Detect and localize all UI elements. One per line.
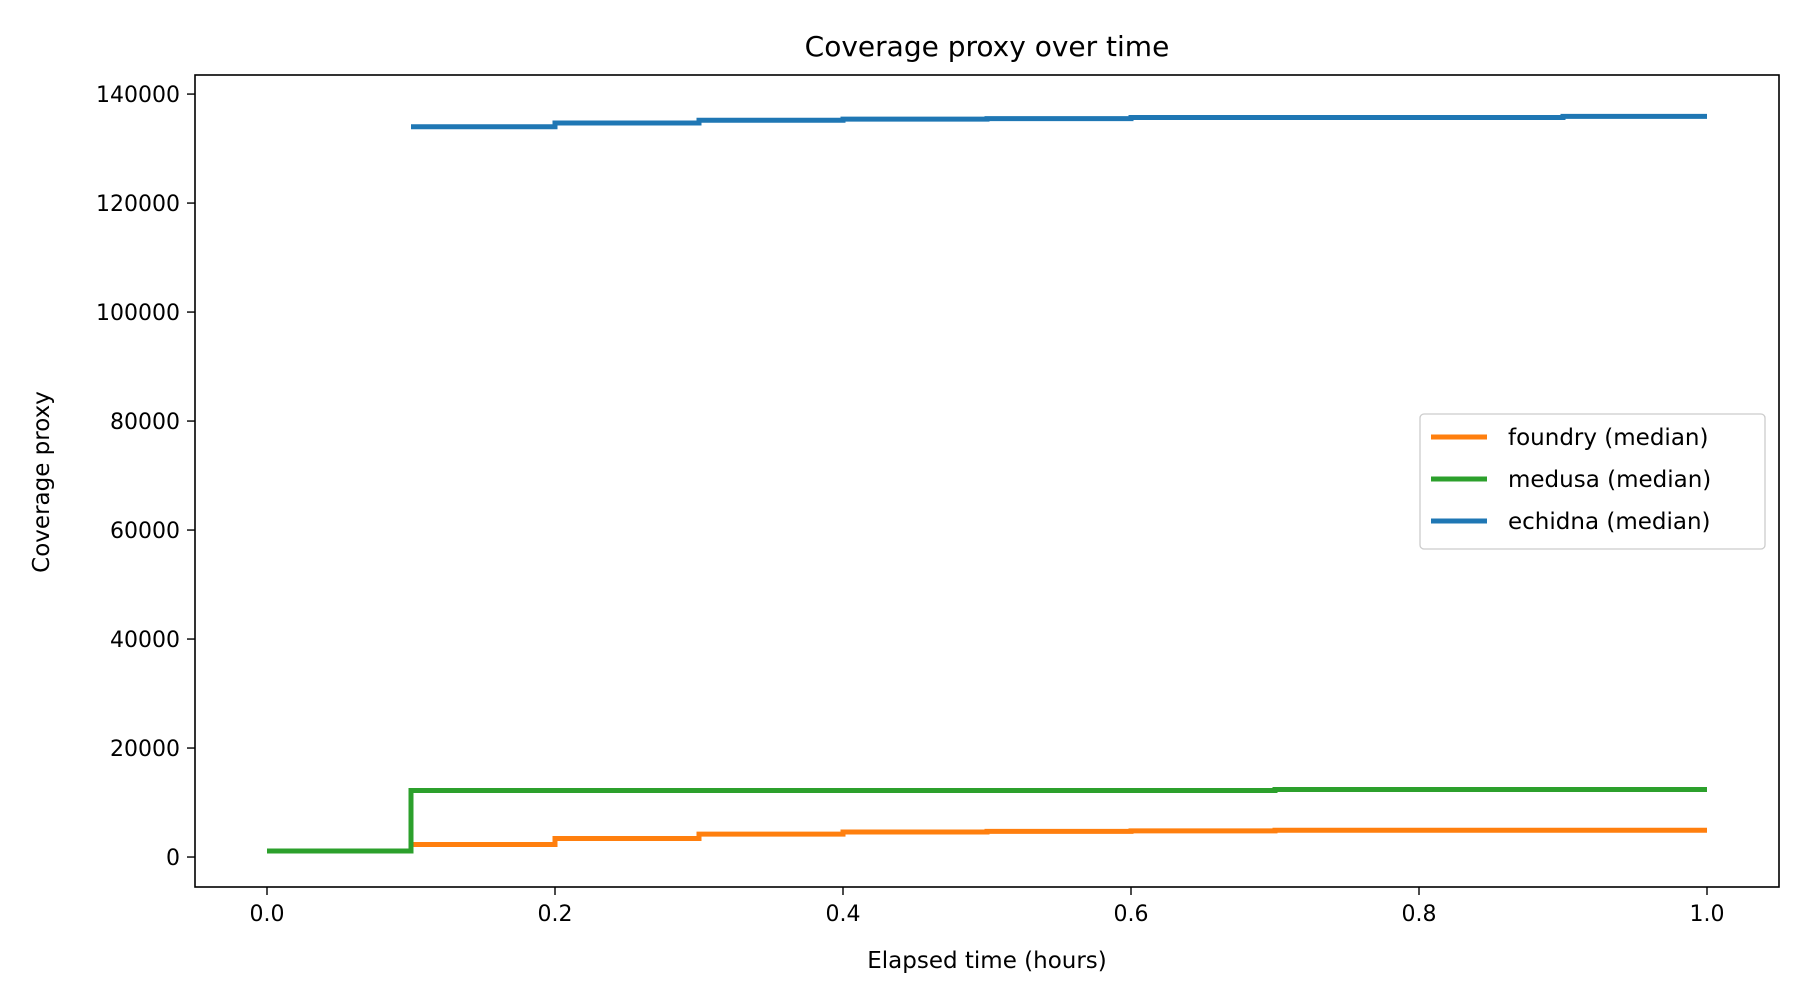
series-1-point-9 (1561, 787, 1566, 792)
legend-label-1: medusa (median) (1508, 467, 1711, 493)
y-tick-label-1: 20000 (110, 737, 180, 762)
x-tick-label-0: 0.0 (250, 902, 285, 927)
x-axis: 0.0 0.2 0.4 0.6 0.8 1.0 (250, 887, 1725, 927)
series-0-point-2 (553, 836, 558, 841)
x-axis-label: Elapsed time (hours) (867, 948, 1107, 974)
legend-box (1419, 413, 1766, 550)
plot-lines (265, 113, 1710, 854)
series-0-point-8 (1417, 828, 1422, 833)
plot-area-frame (194, 74, 1780, 888)
y-tick-label-2: 40000 (110, 628, 180, 653)
y-tick-label-5: 100000 (96, 301, 180, 326)
series-1-point-2 (553, 788, 558, 793)
series-1-point-10 (1705, 787, 1710, 792)
y-axis-label: Coverage proxy (29, 391, 55, 573)
x-tick-label-2: 0.4 (826, 902, 861, 927)
series-1-point-6 (1129, 788, 1134, 793)
legend: foundry (median) medusa (median) echidna (… (1419, 413, 1766, 550)
series-2-point-7 (1417, 115, 1422, 120)
y-tick-label-0: 0 (166, 846, 180, 871)
x-tick-label-4: 0.8 (1402, 902, 1437, 927)
series-1-point-0 (265, 849, 270, 854)
series-0-point-3 (697, 832, 702, 837)
series-2-point-9 (1705, 114, 1710, 119)
series-1-point-7 (1273, 787, 1278, 792)
series-1-point-1 (409, 788, 414, 793)
series-2-point-1 (553, 121, 558, 126)
series-line-0 (267, 827, 1707, 854)
series-0-point-7 (1273, 828, 1278, 833)
series-line-2 (411, 113, 1707, 130)
y-tick-label-3: 60000 (110, 519, 180, 544)
series-0-point-10 (1705, 828, 1710, 833)
y-axis: 0 20000 40000 60000 80000 100000 120000 140000 (96, 83, 195, 871)
series-2-point-8 (1561, 114, 1566, 119)
y-tick-label-7: 140000 (96, 83, 180, 108)
series-2-point-0 (409, 124, 414, 129)
x-tick-label-3: 0.6 (1114, 902, 1149, 927)
series-2-point-2 (697, 118, 702, 123)
legend-label-2: echidna (median) (1508, 509, 1711, 535)
chart-title: Coverage proxy over time (805, 30, 1170, 63)
series-1-point-8 (1417, 787, 1422, 792)
series-2-point-6 (1273, 115, 1278, 120)
series-0-point-4 (841, 830, 846, 835)
series-0-point-5 (985, 829, 990, 834)
series-1-point-3 (697, 788, 702, 793)
series-2-point-5 (1129, 115, 1134, 120)
y-tick-label-4: 80000 (110, 410, 180, 435)
series-0-point-9 (1561, 828, 1566, 833)
series-line-1 (267, 787, 1707, 854)
series-1-point-4 (841, 788, 846, 793)
x-tick-label-1: 0.2 (538, 902, 573, 927)
series-2-point-4 (985, 116, 990, 121)
series-0-point-6 (1129, 828, 1134, 833)
series-2-point-3 (841, 117, 846, 122)
x-tick-label-5: 1.0 (1690, 902, 1725, 927)
legend-label-0: foundry (median) (1508, 425, 1708, 451)
y-tick-label-6: 120000 (96, 192, 180, 217)
series-1-point-5 (985, 788, 990, 793)
